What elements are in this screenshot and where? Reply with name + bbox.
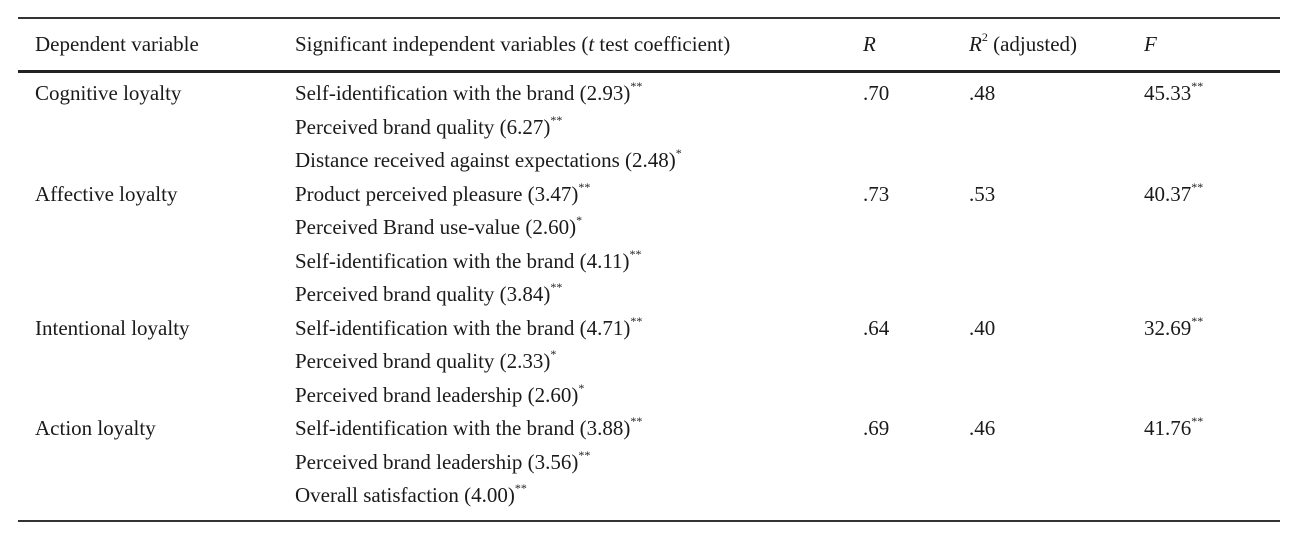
significance-marker: * (550, 347, 557, 361)
independent-variable-line: Self-identification with the brand (4.11… (295, 245, 642, 279)
f-value-cell: 32.69** (1144, 312, 1203, 345)
independent-variable-text: Perceived brand leadership (3.56) (295, 449, 579, 474)
r2-value-cell: .48 (969, 81, 996, 105)
independent-variable-line: Perceived brand leadership (2.60)* (295, 379, 642, 413)
table-row: Affective loyalty Product perceived pleas… (18, 178, 1280, 312)
significance-marker: ** (578, 447, 591, 462)
independent-variable-line: Perceived Brand use-value (2.60)* (295, 211, 642, 245)
significance-marker: ** (514, 481, 527, 495)
dependent-variable-cell: Cognitive loyalty (35, 81, 182, 105)
table-row: Intentional loyalty Self-identification w… (18, 312, 1280, 413)
regression-table: Dependent variable Significant independe… (18, 17, 1280, 513)
independent-variable-text: Perceived brand quality (6.27) (295, 114, 551, 139)
independent-variable-text: Perceived Brand use-value (2.60) (295, 215, 577, 239)
r-value-cell: .73 (863, 181, 890, 206)
f-value: 41.76 (1144, 416, 1192, 440)
f-value-cell: 40.37** (1144, 178, 1203, 211)
table-header-row: Dependent variable Significant independe… (18, 19, 1280, 70)
r2-value-cell: .53 (969, 181, 996, 206)
f-value-cell: 45.33** (1144, 77, 1203, 110)
f-significance-marker: ** (1191, 79, 1204, 93)
independent-variable-text: Self-identification with the brand (4.11… (295, 248, 630, 273)
r2-value-cell: .40 (969, 315, 996, 340)
header-independent-pre: Significant independent variables ( (295, 32, 589, 56)
independent-variable-line: Self-identification with the brand (4.71… (295, 312, 642, 346)
header-r-symbol: R (863, 32, 876, 56)
header-t-symbol: t (588, 32, 595, 56)
significance-marker: ** (550, 280, 563, 294)
independent-variable-line: Perceived brand leadership (3.56)** (295, 446, 642, 480)
significance-marker: ** (578, 179, 591, 194)
independent-variable-text: Product perceived pleasure (3.47) (295, 181, 579, 206)
significance-marker: ** (629, 246, 642, 261)
independent-variable-line: Perceived brand quality (6.27)** (295, 111, 682, 145)
independent-variable-text: Overall satisfaction (4.00) (295, 483, 515, 507)
independent-variable-text: Perceived brand leadership (2.60) (295, 382, 579, 407)
f-significance-marker: ** (1191, 414, 1204, 428)
f-value: 45.33 (1144, 81, 1192, 105)
significance-marker: ** (630, 79, 643, 93)
significance-marker: * (675, 146, 682, 160)
independent-variable-text: Self-identification with the brand (4.71… (295, 315, 631, 340)
header-dependent-variable: Dependent variable (35, 32, 199, 56)
significance-marker: ** (550, 112, 563, 127)
independent-variable-text: Perceived brand quality (3.84) (295, 282, 551, 306)
significance-marker: * (576, 213, 583, 227)
header-r2-adjusted: R2 (adjusted) (969, 28, 1077, 61)
table-top-rule (18, 17, 1280, 19)
significance-marker: ** (630, 313, 643, 328)
header-f-symbol: F (1144, 32, 1157, 56)
table-row: Cognitive loyalty Self-identification wit… (18, 77, 1280, 178)
r-value-cell: .69 (863, 416, 890, 440)
header-r2-symbol: R (969, 32, 982, 56)
f-significance-marker: ** (1191, 179, 1204, 194)
independent-variable-line: Perceived brand quality (3.84)** (295, 278, 642, 312)
table-bottom-rule (18, 520, 1280, 522)
independent-variables-cell: Product perceived pleasure (3.47)** Perce… (295, 178, 642, 312)
f-value: 32.69 (1144, 315, 1192, 340)
table-row: Action loyalty Self-identification with t… (18, 412, 1280, 513)
significance-marker: * (578, 380, 585, 395)
independent-variables-cell: Self-identification with the brand (4.71… (295, 312, 642, 413)
independent-variable-line: Distance received against expectations (… (295, 144, 682, 178)
header-f: F (1144, 28, 1157, 61)
table-body: Cognitive loyalty Self-identification wit… (18, 73, 1280, 513)
header-r2-exponent: 2 (981, 30, 988, 44)
f-value: 40.37 (1144, 181, 1192, 206)
independent-variable-line: Perceived brand quality (2.33)* (295, 345, 642, 379)
header-r2-suffix: (adjusted) (987, 32, 1078, 56)
r-value-cell: .70 (863, 81, 890, 105)
header-independent-post: test coefficient) (594, 32, 731, 56)
independent-variable-line: Product perceived pleasure (3.47)** (295, 178, 642, 212)
independent-variable-text: Distance received against expectations (… (295, 148, 676, 172)
dependent-variable-cell: Action loyalty (35, 416, 156, 440)
dependent-variable-cell: Intentional loyalty (35, 315, 190, 340)
independent-variable-text: Self-identification with the brand (2.93… (295, 81, 631, 105)
header-independent-variables: Significant independent variables (t tes… (295, 28, 730, 61)
dependent-variable-cell: Affective loyalty (35, 181, 178, 206)
f-significance-marker: ** (1191, 313, 1204, 328)
independent-variable-line: Overall satisfaction (4.00)** (295, 479, 642, 513)
independent-variable-text: Self-identification with the brand (3.88… (295, 416, 631, 440)
header-r: R (863, 28, 876, 61)
r-value-cell: .64 (863, 315, 890, 340)
independent-variable-line: Self-identification with the brand (2.93… (295, 77, 682, 111)
independent-variable-text: Perceived brand quality (2.33) (295, 349, 551, 373)
significance-marker: ** (630, 414, 643, 428)
table-header-rule (18, 70, 1280, 73)
f-value-cell: 41.76** (1144, 412, 1203, 445)
independent-variables-cell: Self-identification with the brand (3.88… (295, 412, 642, 513)
r2-value-cell: .46 (969, 416, 996, 440)
independent-variables-cell: Self-identification with the brand (2.93… (295, 77, 682, 178)
independent-variable-line: Self-identification with the brand (3.88… (295, 412, 642, 446)
